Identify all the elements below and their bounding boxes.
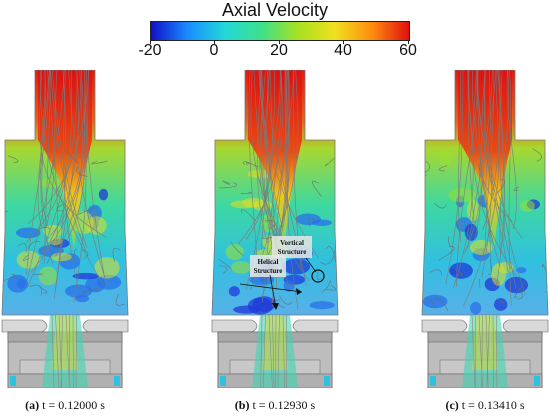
flow-panel-b	[211, 70, 339, 388]
colorbar-tick	[150, 40, 151, 44]
colorbar-tick	[408, 40, 409, 44]
helical-label-box	[250, 255, 286, 277]
vortical-pointer	[305, 257, 317, 273]
vortical-label-line1: Vortical	[280, 239, 304, 247]
helical-arrowhead-1	[296, 288, 302, 295]
flow-panel-c	[421, 70, 549, 388]
colorbar-label-neg20: -20	[138, 42, 162, 59]
vortical-label-line2: Structure	[278, 248, 307, 256]
helical-arrow-1	[239, 283, 303, 293]
helical-arrow-2	[269, 274, 277, 309]
caption-a-tag: (a)	[25, 398, 40, 412]
colorbar-title: Axial Velocity	[221, 0, 329, 20]
flow-panel-a	[1, 70, 129, 388]
colorbar-label-0: 0	[209, 42, 219, 59]
caption-a-text: t = 0.12000 s	[42, 398, 105, 412]
colorbar-tick	[214, 40, 215, 44]
caption-c-text: t = 0.13410 s	[461, 398, 525, 412]
caption-b-text: t = 0.12930 s	[252, 398, 316, 412]
vortical-marker-circle	[311, 269, 325, 283]
caption-c-tag: (c)	[445, 398, 459, 412]
helical-label-line2: Structure	[254, 267, 283, 275]
colorbar-tick	[343, 40, 344, 44]
caption-a: (a) t = 0.12000 s	[25, 398, 105, 413]
colorbar-label-40: 40	[334, 42, 352, 59]
colorbar-label-20: 20	[270, 42, 288, 59]
colorbar	[150, 21, 410, 41]
colorbar-tick	[279, 40, 280, 44]
caption-b: (b) t = 0.12930 s	[235, 398, 315, 413]
helical-arrowhead-2	[272, 303, 279, 310]
helical-label-line1: Helical	[258, 258, 279, 266]
caption-c: (c) t = 0.13410 s	[445, 398, 524, 413]
colorbar-label-60: 60	[399, 42, 417, 59]
annotation-overlay: Vortical Structure Helical Structure	[239, 236, 325, 310]
vortical-label-box	[272, 236, 312, 258]
caption-b-tag: (b)	[234, 398, 250, 412]
